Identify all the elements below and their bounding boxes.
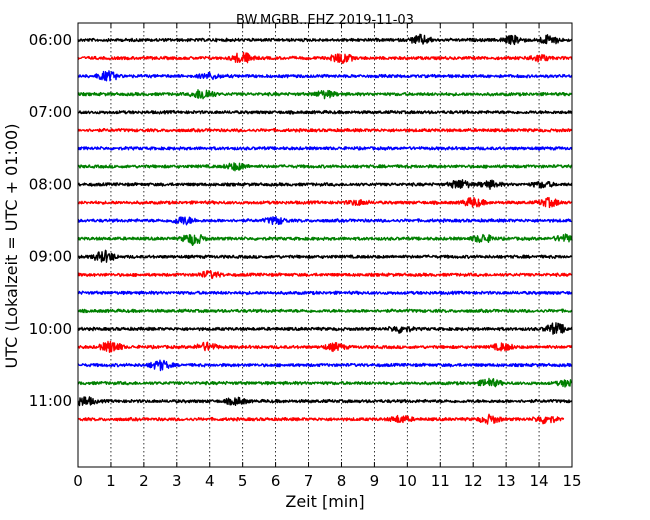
plot-frame (77, 22, 573, 468)
seismogram-trace (77, 51, 573, 64)
seismogram-trace (77, 377, 573, 388)
seismogram-trace (77, 127, 573, 133)
chart-title: BW.MGBB..EHZ 2019-11-03 (236, 13, 414, 28)
x-tick-label: 15 (562, 472, 581, 490)
x-tick-label: 11 (431, 472, 450, 490)
seismogram-trace (77, 413, 565, 425)
y-tick-label: 09:00 (29, 248, 72, 266)
seismogram-trace (77, 70, 573, 82)
y-tick-label: 07:00 (29, 103, 72, 121)
x-tick-label: 3 (172, 472, 182, 490)
y-tick-label: 11:00 (29, 392, 72, 410)
x-tick-label: 9 (370, 472, 380, 490)
y-axis-label: UTC (Lokalzeit = UTC + 01:00) (2, 124, 21, 369)
x-tick-label: 6 (271, 472, 281, 490)
x-axis-label: Zeit [min] (285, 492, 364, 511)
x-tick-label: 5 (238, 472, 248, 490)
x-tick-label: 8 (337, 472, 347, 490)
seismogram-trace (77, 269, 573, 280)
y-tick-label: 08:00 (29, 175, 72, 193)
seismogram-trace (77, 179, 573, 190)
seismogram-trace (77, 33, 573, 46)
traces (77, 33, 573, 425)
y-tick-label: 10:00 (29, 320, 72, 338)
seismogram-trace (77, 109, 573, 115)
seismogram-trace (77, 216, 573, 226)
seismogram-trace (77, 308, 573, 314)
seismogram-trace (77, 162, 573, 172)
x-tick-label: 2 (139, 472, 149, 490)
x-tick-label: 13 (497, 472, 516, 490)
seismogram-trace (77, 146, 573, 151)
x-tick-label: 4 (205, 472, 215, 490)
seismogram-trace (77, 340, 573, 353)
seismogram-trace (77, 359, 573, 372)
seismogram-trace (77, 249, 573, 263)
seismogram-trace (77, 233, 573, 247)
x-tick-label: 7 (304, 472, 314, 490)
x-tick-label: 12 (464, 472, 483, 490)
seismogram-trace (77, 322, 573, 335)
x-tick-label: 1 (106, 472, 116, 490)
y-axis-ticks: 06:00 07:00 08:00 09:00 10:00 11:00 (29, 31, 572, 410)
x-tick-label: 10 (398, 472, 417, 490)
seismogram-trace (77, 89, 573, 100)
x-axis-ticks: 0 1 2 3 4 5 6 7 8 9 10 11 12 13 14 15 (73, 23, 582, 490)
seismogram-trace (77, 196, 573, 209)
seismogram-trace (77, 290, 573, 296)
x-tick-label: 14 (530, 472, 549, 490)
y-tick-label: 06:00 (29, 31, 72, 49)
x-tick-label: 0 (73, 472, 83, 490)
seismogram-trace (77, 396, 573, 407)
